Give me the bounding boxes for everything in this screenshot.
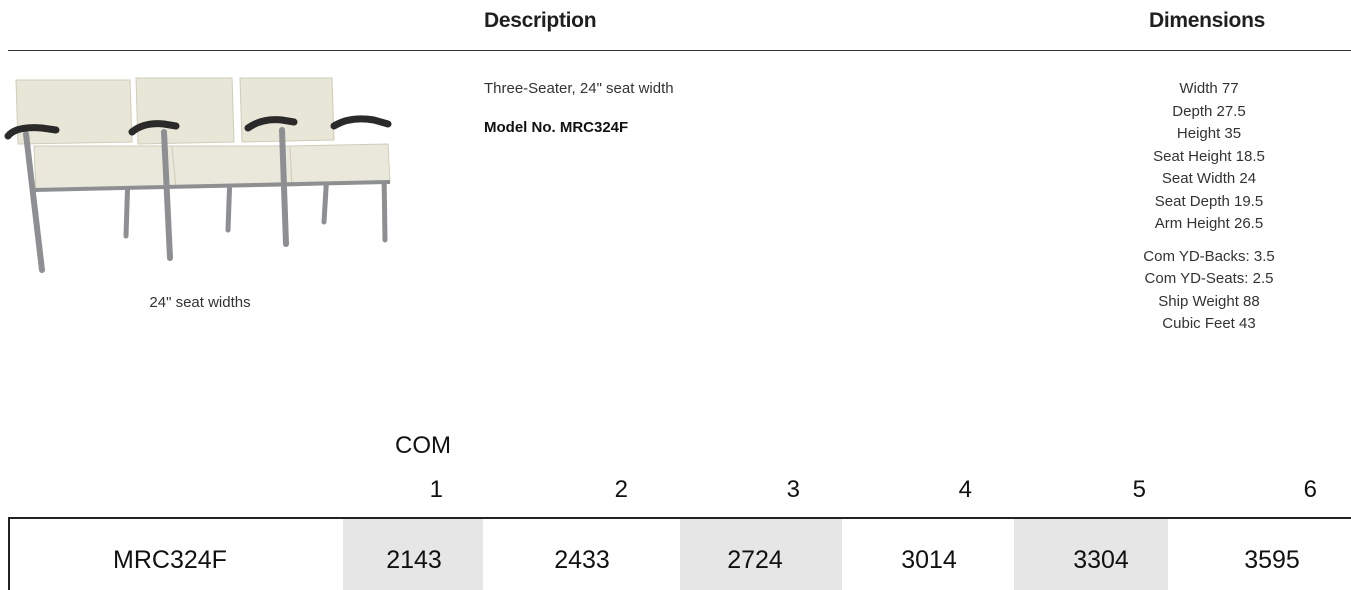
column-header-2: 2 — [614, 476, 628, 503]
dimension-item: Depth 27.5 — [1172, 102, 1246, 120]
column-header-1: 1 — [429, 476, 443, 503]
price-cell: 2724 — [727, 546, 783, 574]
price-cell: 2433 — [554, 546, 610, 574]
dimensions-heading: Dimensions — [1148, 9, 1265, 32]
price-cell: 2143 — [386, 546, 442, 574]
column-header-3: 3 — [786, 476, 800, 503]
header-divider — [8, 50, 1351, 51]
dimension-item: Width 77 — [1179, 80, 1239, 97]
dimension-item: Seat Depth 19.5 — [1154, 192, 1264, 210]
image-caption: 24" seat widths — [149, 294, 251, 311]
dimension-item: Seat Height 18.5 — [1153, 147, 1265, 165]
three-seat-chair-image — [4, 77, 392, 273]
price-cell: 3014 — [901, 546, 957, 574]
description-heading: Description — [484, 9, 597, 32]
dimension-item: Arm Height 26.5 — [1154, 215, 1264, 232]
price-cell: 3304 — [1073, 546, 1129, 574]
dimension-item: Com YD-Backs: 3.5 — [1143, 247, 1275, 265]
column-header-5: 5 — [1132, 476, 1146, 503]
row-model-number: MRC324F — [113, 546, 227, 574]
dimension-spacer — [1094, 236, 1324, 246]
column-header-6: 6 — [1303, 476, 1317, 503]
price-cell: 3595 — [1244, 546, 1300, 574]
table-top-rule — [8, 517, 1351, 519]
shaded-cell — [1014, 519, 1168, 590]
table-left-rule — [8, 517, 10, 590]
product-description: Three-Seater, 24" seat width — [484, 80, 674, 97]
dimensions-list: Width 77 Depth 27.5 Height 35 Seat Heigh… — [1094, 78, 1324, 336]
dimension-item: Ship Weight 88 — [1158, 292, 1260, 310]
com-label: COM — [395, 432, 451, 459]
dimension-item: Height 35 — [1176, 125, 1242, 142]
shaded-cell — [680, 519, 842, 590]
dimension-item: Com YD-Seats: 2.5 — [1144, 270, 1274, 287]
column-header-4: 4 — [958, 476, 972, 503]
dimension-item: Seat Width 24 — [1161, 170, 1257, 187]
dimension-item: Cubic Feet 43 — [1162, 315, 1256, 332]
model-number: Model No. MRC324F — [484, 119, 629, 136]
shaded-cell — [343, 519, 483, 590]
